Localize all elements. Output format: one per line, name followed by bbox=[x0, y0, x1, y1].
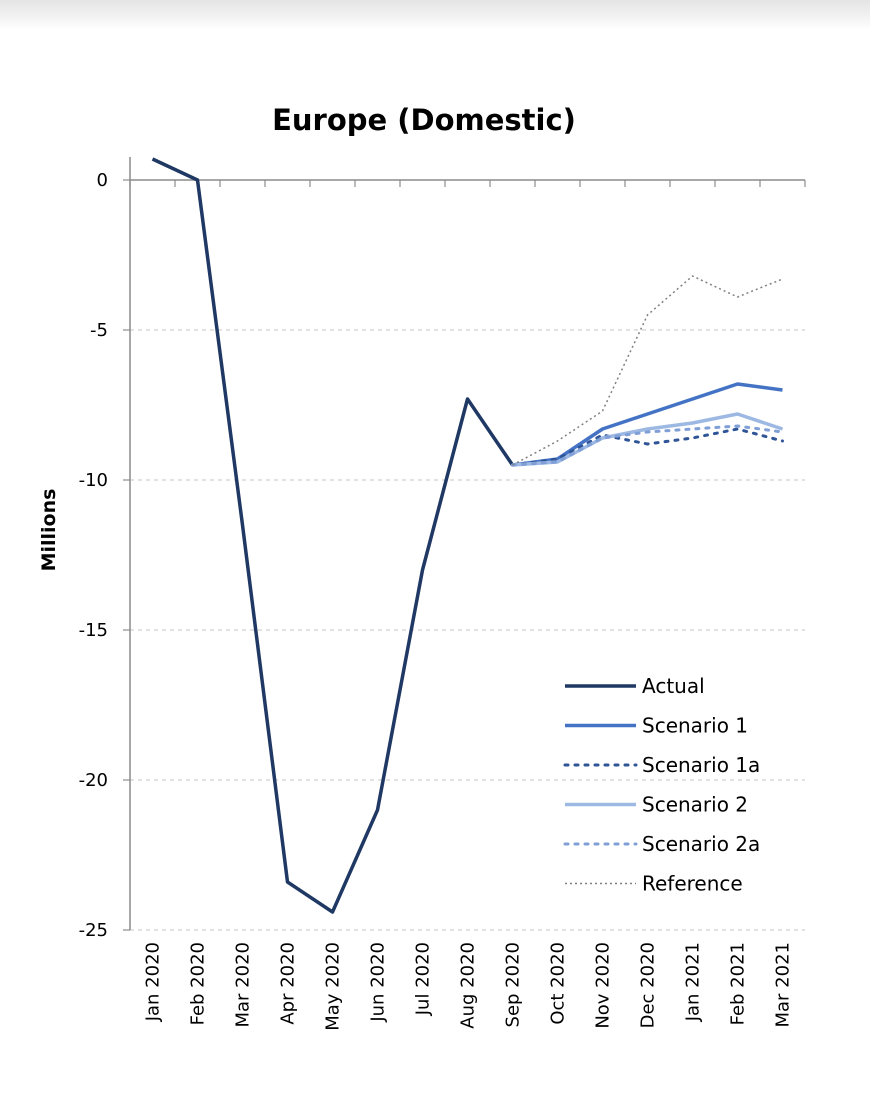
series-line-scenario-2a bbox=[511, 424, 784, 467]
legend-label: Scenario 1a bbox=[642, 753, 760, 777]
x-tick-label: Feb 2020 bbox=[188, 942, 209, 1025]
y-axis-label: Millions bbox=[38, 489, 60, 572]
y-tick-label: -10 bbox=[79, 470, 108, 491]
chart-title: Europe (Domestic) bbox=[272, 103, 576, 137]
series-line-scenario-2 bbox=[512, 412, 784, 467]
y-tick-label: 0 bbox=[97, 170, 108, 191]
x-tick-label: Jan 2020 bbox=[143, 942, 164, 1022]
y-tick-label: -5 bbox=[90, 320, 108, 341]
series-lines bbox=[151, 157, 784, 914]
y-tick-label: -15 bbox=[79, 620, 108, 641]
x-tick-label: Nov 2020 bbox=[593, 942, 614, 1029]
x-tick-label: Dec 2020 bbox=[638, 942, 659, 1028]
x-tick-label: Oct 2020 bbox=[548, 942, 569, 1025]
series-line-reference bbox=[512, 275, 783, 466]
x-tick-labels: Jan 2020 Feb 2020 Mar 2020 Apr 2020 May 2020… bbox=[143, 942, 794, 1031]
x-tick-label: Mar 2021 bbox=[773, 942, 794, 1028]
series-line-scenario-1 bbox=[512, 382, 783, 467]
x-tick-label: Sep 2020 bbox=[503, 942, 524, 1027]
legend-label: Actual bbox=[642, 674, 705, 698]
gridlines bbox=[130, 329, 805, 931]
x-tick-label: Feb 2021 bbox=[728, 942, 749, 1025]
legend-label: Scenario 1 bbox=[642, 714, 748, 738]
x-tick-label: Jun 2020 bbox=[368, 942, 389, 1023]
x-tick-label: Apr 2020 bbox=[278, 942, 299, 1025]
legend-label: Scenario 2a bbox=[642, 832, 760, 856]
series-line-actual bbox=[151, 157, 514, 914]
x-tick-label: Jul 2020 bbox=[413, 942, 434, 1016]
x-tick-label: May 2020 bbox=[323, 942, 344, 1031]
y-tick-labels: 0 -5 -10 -15 -20 -25 bbox=[79, 170, 108, 941]
legend-label: Scenario 2 bbox=[642, 793, 748, 817]
legend: Actual Scenario 1 Scenario 1a Scenario 2 Sce… bbox=[563, 674, 760, 896]
y-tick-label: -20 bbox=[79, 770, 108, 791]
x-tick-label: Mar 2020 bbox=[233, 942, 254, 1028]
x-tick-label: Aug 2020 bbox=[458, 942, 479, 1029]
axes bbox=[123, 157, 806, 931]
y-tick-label: -25 bbox=[79, 920, 108, 941]
legend-label: Reference bbox=[642, 872, 743, 896]
x-tick-label: Jan 2021 bbox=[683, 942, 704, 1022]
browser-top-strip bbox=[0, 0, 870, 30]
series-line-scenario-1a bbox=[511, 427, 784, 467]
